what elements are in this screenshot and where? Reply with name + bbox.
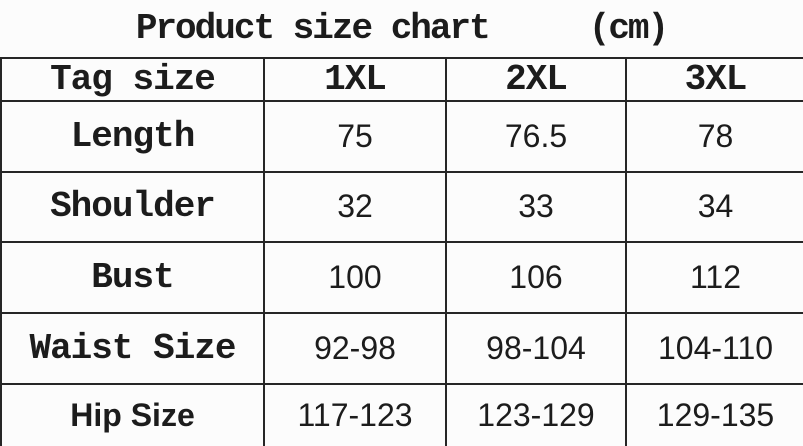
row-waist-size: Waist Size 92-98 98-104 104-110 (1, 312, 803, 385)
bust-2xl-value: 106 (446, 242, 627, 314)
length-1xl-value: 75 (264, 101, 447, 173)
col-header-2xl: 2XL (446, 58, 627, 102)
shoulder-3xl-value: 34 (626, 171, 803, 244)
row-label-shoulder: Shoulder (1, 171, 265, 244)
row-bust: Bust 100 106 112 (1, 242, 803, 314)
hip-2xl-value: 123-129 (446, 383, 627, 446)
header-row: Tag size 1XL 2XL 3XL (1, 58, 803, 102)
hip-3xl-value: 129-135 (656, 396, 775, 433)
bust-1xl-value: 100 (264, 242, 447, 314)
shoulder-1xl-value: 32 (264, 171, 447, 244)
bust-3xl-value: 112 (626, 242, 803, 314)
length-3xl-value: 78 (626, 101, 803, 173)
col-header-1xl: 1XL (264, 58, 447, 102)
row-shoulder: Shoulder 32 33 34 (1, 171, 803, 244)
waist-2xl-value: 98-104 (446, 312, 627, 385)
row-label-waist-size: Waist Size (1, 312, 265, 385)
row-label-hip-size: Hip Size (1, 383, 265, 446)
row-label-length: Length (1, 101, 265, 173)
shoulder-2xl-value: 33 (446, 171, 627, 244)
row-length: Length 75 76.5 78 (1, 101, 803, 173)
length-2xl-value: 76.5 (446, 101, 627, 173)
chart-title: Product size chart (cm) (0, 0, 803, 57)
waist-3xl-value: 104-110 (626, 312, 803, 385)
row-hip-size: Hip Size 117-123 123-129 129-135 (1, 383, 803, 446)
row-label-bust: Bust (1, 242, 265, 314)
hip-1xl-value: 117-123 (264, 383, 447, 446)
col-header-tag-size: Tag size (1, 58, 265, 102)
waist-1xl-value: 92-98 (264, 312, 447, 385)
size-chart-table: Tag size 1XL 2XL 3XL Length 75 76.5 78 S… (0, 57, 803, 446)
chart-title-text: Product size chart (135, 8, 491, 49)
chart-title-unit: (cm) (588, 8, 669, 49)
col-header-3xl: 3XL (626, 58, 803, 102)
